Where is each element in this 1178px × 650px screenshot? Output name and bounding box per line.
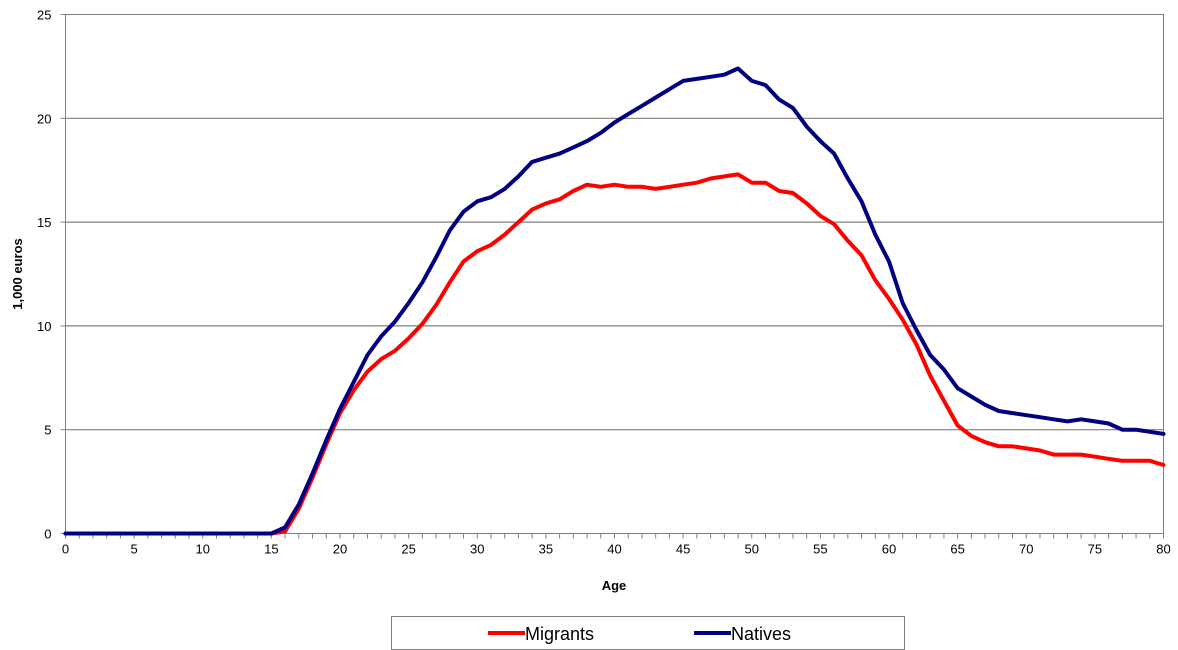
y-tick-labels: 0 5 10 15 20 25 bbox=[37, 8, 51, 542]
gridlines bbox=[60, 14, 1164, 539]
legend-box bbox=[391, 616, 905, 650]
x-tick-label: 80 bbox=[1156, 542, 1170, 557]
x-tick-label: 0 bbox=[62, 542, 69, 557]
y-tick-label: 5 bbox=[44, 423, 51, 438]
plot-area-border bbox=[65, 14, 1164, 534]
legend-label-migrants: Migrants bbox=[525, 624, 594, 644]
y-tick-label: 25 bbox=[37, 8, 51, 23]
series-line-natives bbox=[63, 66, 1166, 536]
y-axis-title: 1,000 euros bbox=[10, 238, 25, 310]
series-line-migrants bbox=[63, 172, 1166, 536]
x-tick-label: 40 bbox=[607, 542, 621, 557]
x-tick-label: 25 bbox=[401, 542, 415, 557]
y-tick-label: 20 bbox=[37, 111, 51, 126]
x-tick-label: 55 bbox=[813, 542, 827, 557]
x-tick-label: 10 bbox=[196, 542, 210, 557]
x-tick-label: 5 bbox=[131, 542, 138, 557]
x-tick-label: 30 bbox=[470, 542, 484, 557]
x-tick-labels: 0 5 10 15 20 25 30 35 40 45 50 55 60 65 70 75 80 bbox=[62, 542, 1171, 557]
x-axis-title: Age bbox=[602, 578, 627, 593]
x-tick-label: 70 bbox=[1019, 542, 1033, 557]
x-tick-label: 45 bbox=[676, 542, 690, 557]
y-tick-label: 10 bbox=[37, 319, 51, 334]
legend: Migrants Natives bbox=[391, 616, 905, 650]
x-tick-label: 35 bbox=[539, 542, 553, 557]
x-tick-label: 50 bbox=[745, 542, 759, 557]
y-tick-label: 0 bbox=[44, 527, 51, 542]
x-tick-label: 15 bbox=[264, 542, 278, 557]
x-tick-label: 65 bbox=[950, 542, 964, 557]
series-lines bbox=[63, 66, 1166, 536]
legend-items: Migrants Natives bbox=[488, 624, 791, 644]
y-tick-label: 15 bbox=[37, 215, 51, 230]
legend-label-natives: Natives bbox=[731, 624, 791, 644]
x-tick-label: 20 bbox=[333, 542, 347, 557]
x-tick-label: 60 bbox=[882, 542, 896, 557]
x-tick-label: 75 bbox=[1088, 542, 1102, 557]
